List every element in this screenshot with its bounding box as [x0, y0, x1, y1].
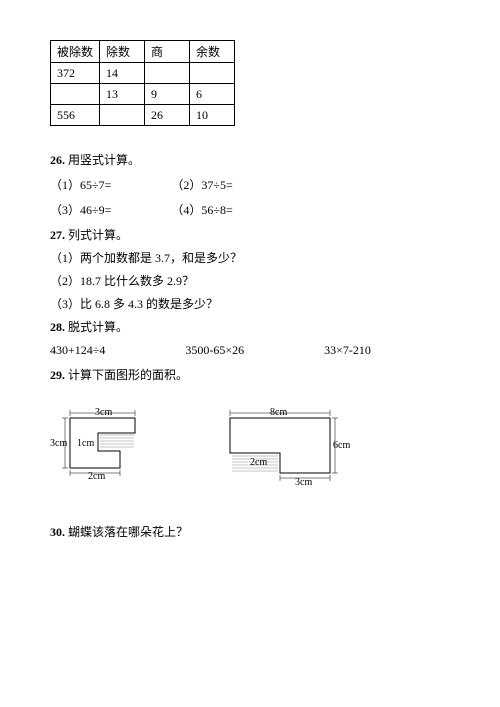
- q28-item: 3500-65×26: [185, 343, 244, 358]
- table-cell: [51, 84, 100, 105]
- fig1-bottom-label: 2cm: [88, 471, 105, 482]
- table-cell: [190, 63, 235, 84]
- table-cell: [100, 105, 145, 126]
- q28-row: 430+124÷4 3500-65×26 33×7-210: [50, 343, 450, 358]
- q28-item: 430+124÷4: [50, 343, 105, 358]
- question-30: 30. 蝴蝶该落在哪朵花上？: [50, 523, 450, 540]
- table-cell: 10: [190, 105, 235, 126]
- fig2-top-label: 8cm: [270, 407, 287, 418]
- q30-number: 30.: [50, 525, 65, 539]
- table-header: 除数: [100, 41, 145, 63]
- figures-row: 3cm 3cm 1cm 2cm: [50, 403, 450, 493]
- figure-1: 3cm 3cm 1cm 2cm: [50, 403, 160, 483]
- q27-line: （2）18.7 比什么数多 2.9？: [50, 272, 450, 289]
- division-table: 被除数 除数 商 余数 372 14 13 9 6 556 26 10: [50, 40, 235, 126]
- question-29: 29. 计算下面图形的面积。: [50, 366, 450, 383]
- fig1-top-label: 3cm: [95, 407, 112, 418]
- table-cell: 13: [100, 84, 145, 105]
- table-cell: 372: [51, 63, 100, 84]
- figure-2: 8cm 6cm 2cm 3cm: [220, 403, 350, 493]
- table-cell: 556: [51, 105, 100, 126]
- q27-line: （3）比 6.8 多 4.3 的数是多少？: [50, 295, 450, 312]
- fig2-right-label: 6cm: [333, 440, 350, 451]
- q26-item: （3）46÷9=: [50, 201, 111, 218]
- table-cell: [145, 63, 190, 84]
- q26-row1: （1）65÷7= （2）37÷5=: [50, 176, 450, 193]
- q26-item: （2）37÷5=: [171, 176, 232, 193]
- q28-number: 28.: [50, 320, 65, 334]
- q28-text: 脱式计算。: [68, 320, 128, 334]
- q27-number: 27.: [50, 228, 65, 242]
- table-header: 商: [145, 41, 190, 63]
- q30-text: 蝴蝶该落在哪朵花上？: [68, 525, 188, 539]
- table-cell: 6: [190, 84, 235, 105]
- q28-item: 33×7-210: [324, 343, 371, 358]
- table-header: 被除数: [51, 41, 100, 63]
- fig2-notch-b-label: 3cm: [295, 477, 312, 488]
- q27-text: 列式计算。: [68, 228, 128, 242]
- q29-text: 计算下面图形的面积。: [68, 368, 188, 382]
- table-header: 余数: [190, 41, 235, 63]
- question-28: 28. 脱式计算。: [50, 318, 450, 335]
- question-26: 26. 用竖式计算。: [50, 151, 450, 168]
- q27-line: （1）两个加数都是 3.7，和是多少？: [50, 249, 450, 266]
- fig1-inner-label: 1cm: [77, 438, 94, 449]
- table-cell: 14: [100, 63, 145, 84]
- q26-text: 用竖式计算。: [68, 153, 140, 167]
- q26-item: （1）65÷7=: [50, 176, 111, 193]
- table-cell: 9: [145, 84, 190, 105]
- q26-number: 26.: [50, 153, 65, 167]
- fig2-notch-w-label: 2cm: [250, 457, 267, 468]
- q26-item: （4）56÷8=: [171, 201, 232, 218]
- q29-number: 29.: [50, 368, 65, 382]
- question-27: 27. 列式计算。: [50, 226, 450, 243]
- q26-row2: （3）46÷9= （4）56÷8=: [50, 201, 450, 218]
- table-cell: 26: [145, 105, 190, 126]
